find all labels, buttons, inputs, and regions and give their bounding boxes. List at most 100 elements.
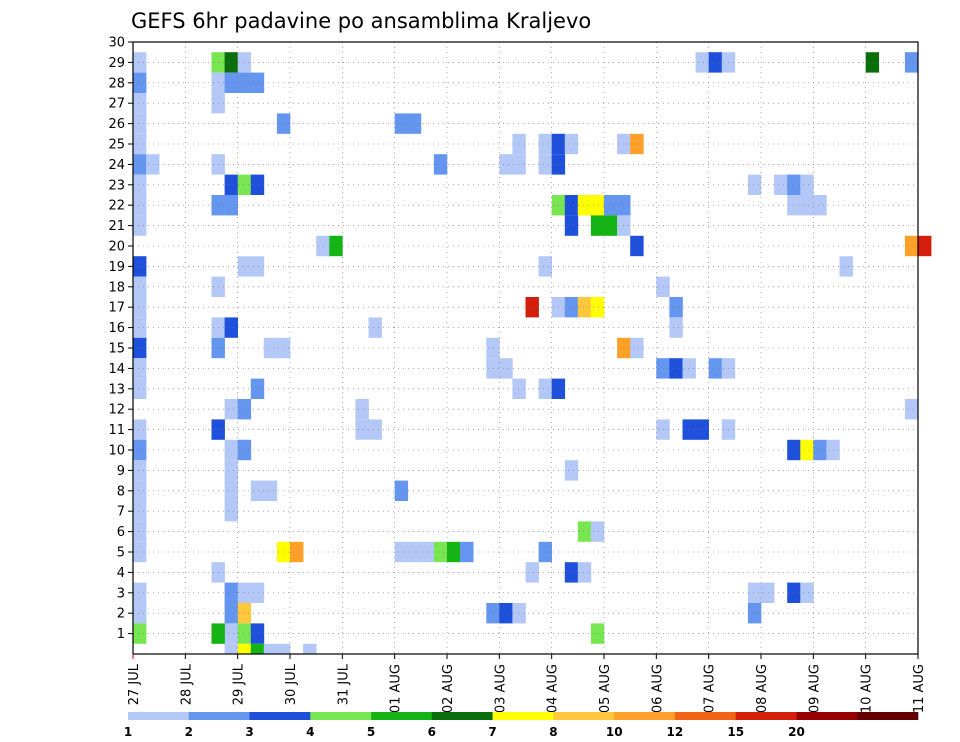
heatmap-cell bbox=[237, 603, 252, 624]
chart-title: GEFS 6hr padavine po ansamblima Kraljevo bbox=[131, 9, 591, 33]
heatmap-cell bbox=[133, 521, 147, 542]
y-tick-label: 8 bbox=[117, 484, 125, 499]
colorbar-label: 12 bbox=[667, 725, 684, 739]
heatmap-cell bbox=[250, 256, 265, 277]
heatmap-cell bbox=[237, 52, 252, 73]
heatmap-cell bbox=[460, 541, 474, 563]
heatmap-cell bbox=[250, 72, 265, 93]
heatmap-cell bbox=[577, 297, 592, 318]
heatmap-cell bbox=[133, 378, 147, 399]
heatmap-cell bbox=[133, 215, 147, 236]
heatmap-cell bbox=[407, 541, 422, 563]
heatmap-cell bbox=[237, 399, 252, 420]
heatmap-cell bbox=[577, 562, 592, 583]
heatmap-cell bbox=[839, 256, 853, 277]
heatmap-cell bbox=[747, 174, 762, 195]
x-tick-label: 07 AUG bbox=[703, 664, 718, 713]
y-tick-label: 30 bbox=[108, 36, 125, 51]
colorbar-swatch bbox=[310, 712, 372, 720]
y-tick-label: 11 bbox=[108, 423, 125, 438]
colorbar-label: 8 bbox=[549, 725, 557, 739]
heatmap-cell bbox=[224, 460, 238, 481]
heatmap-cell bbox=[224, 72, 238, 93]
heatmap-cell bbox=[250, 174, 265, 195]
colorbar-swatch bbox=[796, 712, 858, 720]
x-tick-label: 05 AUG bbox=[598, 664, 613, 713]
x-tick-label: 11 AUG bbox=[912, 664, 927, 713]
heatmap-cell bbox=[512, 603, 526, 624]
heatmap-cell bbox=[708, 358, 723, 379]
colorbar-swatch bbox=[553, 712, 615, 720]
y-tick-label: 5 bbox=[117, 546, 125, 561]
heatmap-cell bbox=[133, 174, 147, 195]
heatmap-cell bbox=[224, 480, 238, 501]
heatmap-cell bbox=[708, 52, 723, 73]
colorbar-label: 5 bbox=[367, 725, 375, 739]
heatmap-cell bbox=[525, 562, 539, 583]
heatmap-cell bbox=[224, 195, 238, 216]
heatmap-cell bbox=[564, 297, 579, 318]
heatmap-cell bbox=[224, 603, 238, 624]
heatmap-cell bbox=[512, 378, 526, 399]
heatmap-cell bbox=[133, 72, 147, 93]
y-tick-label: 9 bbox=[117, 464, 125, 479]
heatmap-cell bbox=[695, 419, 709, 440]
heatmap-cell bbox=[224, 317, 238, 338]
heatmap-cell bbox=[133, 297, 147, 318]
heatmap-cell bbox=[133, 358, 147, 379]
heatmap-cell bbox=[224, 501, 238, 522]
heatmap-cell bbox=[538, 133, 552, 155]
colorbar-label: 20 bbox=[788, 725, 805, 739]
heatmap-cell bbox=[604, 195, 618, 216]
x-tick-label: 27 JUL bbox=[127, 663, 142, 705]
heatmap-cell bbox=[538, 541, 552, 563]
heatmap-cell bbox=[800, 195, 814, 216]
y-tick-label: 27 bbox=[108, 97, 125, 112]
heatmap-cell bbox=[263, 480, 278, 501]
heatmap-cell bbox=[800, 582, 814, 603]
heatmap-cell bbox=[250, 582, 265, 603]
heatmap-cell bbox=[420, 541, 435, 563]
heatmap-cell bbox=[747, 603, 762, 624]
colorbar: 1 2 3 4 5 6 7 8 10 12 15 20 bbox=[124, 712, 919, 739]
heatmap-cell bbox=[368, 419, 382, 440]
heatmap-cell bbox=[237, 256, 252, 277]
heatmap-cell bbox=[499, 603, 513, 624]
heatmap-cell bbox=[538, 256, 552, 277]
heatmap-cell bbox=[590, 297, 605, 318]
heatmap-cell bbox=[682, 358, 696, 379]
x-tick-label: 01 AUG bbox=[389, 664, 404, 713]
heatmap-cell bbox=[394, 541, 409, 563]
colorbar-label: 6 bbox=[428, 725, 436, 739]
heatmap-cell bbox=[590, 623, 605, 644]
y-tick-label: 14 bbox=[108, 362, 125, 377]
x-tick-label: 10 AUG bbox=[860, 664, 875, 713]
heatmap-cells bbox=[133, 52, 932, 654]
heatmap-cell bbox=[525, 297, 539, 318]
x-tick-label: 06 AUG bbox=[650, 664, 665, 713]
colorbar-swatch bbox=[128, 712, 190, 720]
y-tick-label: 15 bbox=[108, 342, 125, 357]
heatmap-cell bbox=[499, 358, 513, 379]
colorbar-label: 2 bbox=[185, 725, 193, 739]
heatmap-cell bbox=[263, 643, 278, 654]
heatmap-cell bbox=[133, 541, 147, 563]
y-tick-label: 12 bbox=[108, 403, 125, 418]
colorbar-label: 4 bbox=[306, 725, 314, 739]
heatmap-cell bbox=[263, 337, 278, 359]
x-tick-label: 08 AUG bbox=[755, 664, 770, 713]
x-tick-label: 30 JUL bbox=[284, 663, 299, 705]
heatmap-cell bbox=[577, 195, 592, 216]
heatmap-cell bbox=[590, 195, 605, 216]
y-tick-label: 20 bbox=[108, 240, 125, 255]
heatmap-cell bbox=[224, 623, 238, 644]
heatmap-cell bbox=[695, 52, 709, 73]
heatmap-cell bbox=[224, 643, 238, 654]
y-tick-label: 6 bbox=[117, 525, 125, 540]
heatmap-cell bbox=[499, 154, 513, 175]
x-tick-label: 28 JUL bbox=[179, 663, 194, 705]
heatmap-cell bbox=[133, 154, 147, 175]
colorbar-swatch bbox=[492, 712, 554, 720]
heatmap-cell bbox=[276, 643, 291, 654]
heatmap-cell bbox=[250, 643, 265, 654]
